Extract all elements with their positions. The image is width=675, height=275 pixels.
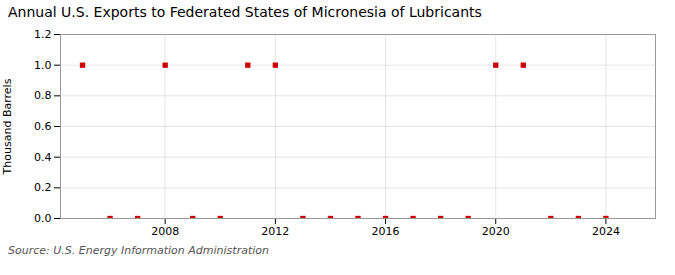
html-text:Annual U.S. Exports to Federat: Annual U.S. Exports to Federated States … bbox=[8, 4, 482, 20]
svg-text:0.8: 0.8 bbox=[34, 89, 52, 102]
svg-text:0.0: 0.0 bbox=[34, 212, 52, 225]
svg-text:0.4: 0.4 bbox=[34, 151, 52, 164]
html-text:Source: U.S. Energy Informatio: Source: U.S. Energy Information Administ… bbox=[8, 244, 269, 257]
svg-text:1.2: 1.2 bbox=[34, 28, 52, 41]
svg-text:0.2: 0.2 bbox=[34, 181, 52, 194]
svg-text:2024: 2024 bbox=[592, 225, 620, 238]
svg-text:2020: 2020 bbox=[482, 225, 510, 238]
svg-text:0.6: 0.6 bbox=[34, 120, 52, 133]
svg-text:2008: 2008 bbox=[151, 225, 179, 238]
svg-text:2016: 2016 bbox=[372, 225, 400, 238]
svg-text:Thousand Barrels: Thousand Barrels bbox=[1, 78, 14, 175]
svg-text:1.0: 1.0 bbox=[34, 59, 52, 72]
svg-text:2012: 2012 bbox=[261, 225, 289, 238]
